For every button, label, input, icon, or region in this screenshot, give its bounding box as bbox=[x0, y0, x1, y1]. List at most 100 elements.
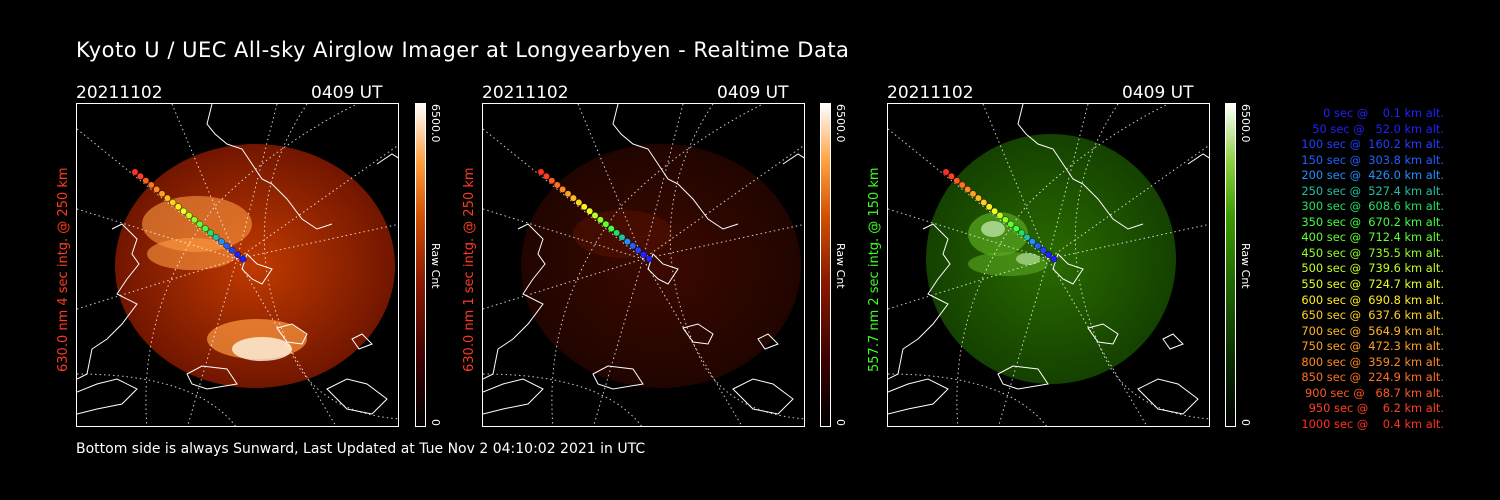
trajectory-point bbox=[207, 229, 215, 237]
trajectory-point bbox=[1039, 246, 1047, 254]
aurora-emission bbox=[981, 221, 1005, 237]
panel-2-colorbar bbox=[820, 103, 831, 427]
trajectory-point bbox=[217, 238, 225, 246]
trajectory-point bbox=[196, 220, 204, 228]
coastline bbox=[1187, 153, 1209, 165]
legend-entry: 450 sec @ 735.5 km alt. bbox=[1297, 245, 1444, 260]
map-grid-circle bbox=[1074, 104, 1209, 420]
map-grid-line bbox=[642, 223, 804, 260]
trajectory-point bbox=[1023, 233, 1031, 241]
legend-entry: 400 sec @ 712.4 km alt. bbox=[1297, 230, 1444, 245]
panel-3-cbar-max: 6500.0 bbox=[1239, 104, 1252, 143]
legend-entry: 550 sec @ 724.7 km alt. bbox=[1297, 277, 1444, 292]
legend-entry: 700 sec @ 564.9 km alt. bbox=[1297, 323, 1444, 338]
panel-3-skymap bbox=[888, 104, 1209, 426]
coastline bbox=[732, 378, 794, 415]
trajectory-point bbox=[228, 246, 236, 254]
trajectory-point bbox=[158, 190, 166, 198]
aurora-emission bbox=[232, 337, 292, 361]
map-grid-line bbox=[171, 104, 238, 260]
trajectory-point bbox=[942, 168, 950, 176]
trajectory-point bbox=[1012, 225, 1020, 233]
trajectory-point bbox=[975, 194, 982, 202]
trajectory-point bbox=[597, 216, 604, 224]
trajectory-point bbox=[142, 177, 150, 185]
legend-entry: 950 sec @ 6.2 km alt. bbox=[1305, 401, 1444, 416]
trajectory-point bbox=[1050, 255, 1058, 263]
sky-image-disk bbox=[521, 144, 801, 388]
panel-1-cbar-max: 6500.0 bbox=[429, 104, 442, 143]
map-grid-line bbox=[236, 258, 337, 426]
map-grid-line bbox=[77, 128, 238, 260]
legend-entry: 250 sec @ 527.4 km alt. bbox=[1297, 183, 1444, 198]
coastline bbox=[682, 323, 714, 345]
page-title: Kyoto U / UEC All-sky Airglow Imager at … bbox=[76, 38, 850, 62]
legend-entry: 800 sec @ 359.2 km alt. bbox=[1297, 354, 1444, 369]
trajectory-point bbox=[586, 207, 594, 215]
trajectory-point bbox=[613, 229, 621, 237]
panel-2-skymap bbox=[483, 104, 804, 426]
trajectory-point bbox=[131, 168, 139, 176]
trajectory-point bbox=[575, 199, 583, 206]
trajectory-point bbox=[164, 194, 171, 202]
coastline bbox=[1137, 378, 1199, 415]
map-grid-line bbox=[236, 144, 398, 260]
legend-entry: 500 sec @ 739.6 km alt. bbox=[1297, 261, 1444, 276]
coastline bbox=[351, 333, 373, 350]
trajectory-point bbox=[980, 199, 988, 206]
trajectory-point bbox=[191, 216, 198, 224]
trajectory-point bbox=[640, 251, 648, 259]
coastline bbox=[77, 378, 138, 415]
trajectory-point bbox=[964, 186, 972, 193]
footer-note: Bottom side is always Sunward, Last Upda… bbox=[76, 441, 646, 457]
map-grid-line bbox=[642, 144, 804, 260]
map-grid-line bbox=[236, 223, 398, 260]
coastline bbox=[612, 104, 739, 230]
trajectory-point bbox=[591, 212, 599, 219]
map-grid-line bbox=[483, 258, 644, 310]
aurora-emission bbox=[573, 210, 673, 258]
panel-3-date: 20211102 bbox=[887, 83, 974, 103]
trajectory-point bbox=[629, 242, 637, 250]
panel-1-time: 0409 UT bbox=[311, 83, 383, 103]
coastline bbox=[997, 365, 1049, 390]
coastline bbox=[1162, 333, 1184, 350]
trajectory-point bbox=[623, 238, 631, 246]
map-grid-circle bbox=[263, 104, 398, 420]
panel-2-cbar-unit: Raw Cnt bbox=[834, 243, 847, 289]
trajectory-point bbox=[201, 225, 209, 233]
panel-2-image bbox=[482, 103, 805, 427]
trajectory-point bbox=[174, 203, 182, 211]
trajectory-point bbox=[985, 203, 993, 211]
trajectory-point bbox=[1002, 216, 1009, 224]
coastline bbox=[483, 223, 546, 380]
panel-1-cbar-min: 0 bbox=[429, 419, 442, 426]
aurora-emission bbox=[1016, 253, 1040, 265]
trajectory-point bbox=[169, 199, 177, 206]
panel-2-time: 0409 UT bbox=[717, 83, 789, 103]
legend-entry: 0 sec @ 0.1 km alt. bbox=[1312, 106, 1444, 120]
panel-1-cbar-unit: Raw Cnt bbox=[429, 243, 442, 289]
map-grid-circle bbox=[77, 373, 237, 426]
legend-entry: 350 sec @ 670.2 km alt. bbox=[1297, 214, 1444, 229]
coastline bbox=[206, 104, 333, 230]
trajectory-point bbox=[996, 212, 1004, 219]
trajectory-point bbox=[580, 203, 588, 211]
coastline bbox=[1087, 323, 1119, 345]
map-grid-line bbox=[77, 258, 238, 310]
trajectory-point bbox=[570, 194, 577, 202]
map-grid-circle bbox=[483, 373, 643, 426]
coastline bbox=[186, 365, 238, 390]
trajectory-point bbox=[602, 220, 610, 228]
legend-entry: 900 sec @ 68.7 km alt. bbox=[1301, 385, 1444, 400]
trajectory-point bbox=[1018, 229, 1026, 237]
panel-2-cbar-min: 0 bbox=[834, 419, 847, 426]
panel-3-time: 0409 UT bbox=[1122, 83, 1194, 103]
coastline bbox=[782, 153, 804, 165]
map-grid-line bbox=[888, 258, 1049, 310]
map-grid-line bbox=[483, 208, 644, 260]
map-grid-line bbox=[1047, 223, 1209, 260]
map-grid-circle bbox=[888, 373, 1048, 426]
panel-2-date: 20211102 bbox=[482, 83, 569, 103]
trajectory-point bbox=[223, 242, 231, 250]
